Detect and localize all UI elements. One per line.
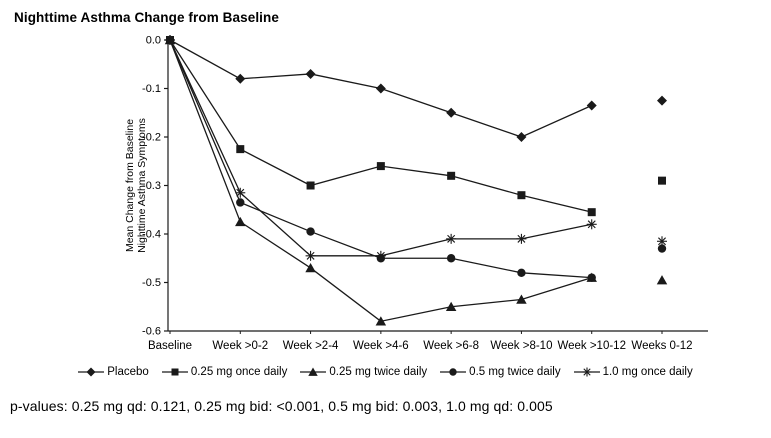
square-marker: [517, 191, 526, 200]
asterisk-marker: [166, 36, 174, 44]
asterisk-marker-icon: [573, 367, 600, 377]
triangle-marker-icon: [300, 367, 327, 376]
legend-label: Placebo: [107, 366, 149, 378]
diamond-marker: [235, 73, 246, 84]
asterisk-marker: [236, 188, 245, 197]
asterisk-marker: [306, 251, 315, 260]
y-tick-label: -0.4: [142, 229, 161, 241]
asterisk-marker: [587, 220, 596, 229]
diamond-marker-icon: [78, 367, 105, 377]
circle-marker-icon: [440, 368, 467, 376]
legend-item: 0.5 mg twice daily: [440, 365, 561, 379]
asterisk-marker: [447, 234, 456, 243]
x-tick-label: Week >4-6: [353, 340, 409, 352]
x-tick-label: Week >0-2: [212, 340, 268, 352]
triangle-marker: [308, 367, 319, 376]
square-marker: [171, 368, 179, 376]
legend-label: 0.5 mg twice daily: [469, 366, 561, 378]
circle-marker: [236, 198, 245, 207]
series-line-asterisk: [169, 39, 592, 257]
legend-label: 1.0 mg once daily: [602, 366, 693, 378]
triangle-marker: [445, 301, 457, 311]
asterisk-marker: [517, 234, 526, 243]
y-axis-label: Nighttime Asthma Symptoms: [136, 118, 148, 253]
legend-item: 1.0 mg once daily: [573, 365, 693, 379]
y-tick-label: -0.5: [142, 277, 161, 289]
triangle-marker: [375, 316, 387, 326]
circle-marker: [587, 273, 596, 282]
x-tick-label: Week >8-10: [490, 340, 552, 352]
triangle-marker: [235, 216, 246, 227]
y-tick-label: -0.2: [142, 132, 161, 144]
y-axis-label: Mean Change from Baseline: [124, 119, 136, 252]
y-tick-label: -0.3: [142, 180, 161, 192]
asterisk-marker: [658, 237, 666, 246]
x-tick-label: Week >6-8: [423, 340, 479, 352]
diamond-marker: [86, 367, 96, 377]
series-line-triangle: [169, 39, 592, 322]
diamond-marker: [516, 132, 527, 142]
square-marker: [447, 171, 456, 180]
square-marker: [658, 176, 666, 185]
legend: Placebo 0.25 mg once daily 0.25 mg twice d…: [0, 363, 771, 381]
legend-label: 0.25 mg once daily: [190, 366, 288, 378]
diamond-marker: [305, 68, 316, 79]
chart-title: Nighttime Asthma Change from Baseline: [14, 10, 279, 25]
circle-marker: [306, 227, 315, 236]
asthma-line-chart: 0.0 -0.1 -0.2 -0.3 -0.4 -0.5 -0.6 Baseline Week …: [124, 35, 708, 352]
legend-item: 0.25 mg once daily: [161, 365, 288, 379]
square-marker: [587, 208, 596, 217]
circle-marker: [517, 268, 526, 277]
circle-marker: [449, 368, 457, 376]
square-marker: [376, 162, 385, 171]
diamond-marker: [657, 95, 667, 106]
p-values-note: p-values: 0.25 mg qd: 0.121, 0.25 mg bid…: [10, 398, 553, 414]
circle-marker: [657, 244, 667, 253]
y-tick-label: -0.1: [142, 83, 161, 95]
y-tick-label: -0.6: [142, 326, 161, 338]
x-tick-label: Baseline: [148, 340, 192, 352]
legend-item: Placebo: [78, 365, 149, 379]
square-marker: [306, 181, 315, 190]
legend-label: 0.25 mg twice daily: [329, 366, 428, 378]
triangle-marker: [656, 275, 668, 285]
y-tick-label: 0.0: [146, 35, 161, 47]
diamond-marker: [446, 107, 457, 118]
x-tick-label: Week >2-4: [283, 340, 339, 352]
triangle-marker: [305, 262, 316, 273]
circle-marker: [446, 254, 456, 263]
x-tick-label: Weeks 0-12: [631, 340, 692, 352]
asterisk-marker: [376, 251, 385, 260]
x-tick-label: Week >10-12: [557, 340, 626, 352]
square-marker-icon: [161, 368, 188, 376]
asterisk-marker: [582, 368, 591, 376]
legend-item: 0.25 mg twice daily: [300, 365, 427, 379]
square-marker: [236, 145, 245, 154]
diamond-marker: [586, 100, 597, 111]
triangle-marker: [516, 294, 527, 304]
diamond-marker: [375, 83, 386, 94]
